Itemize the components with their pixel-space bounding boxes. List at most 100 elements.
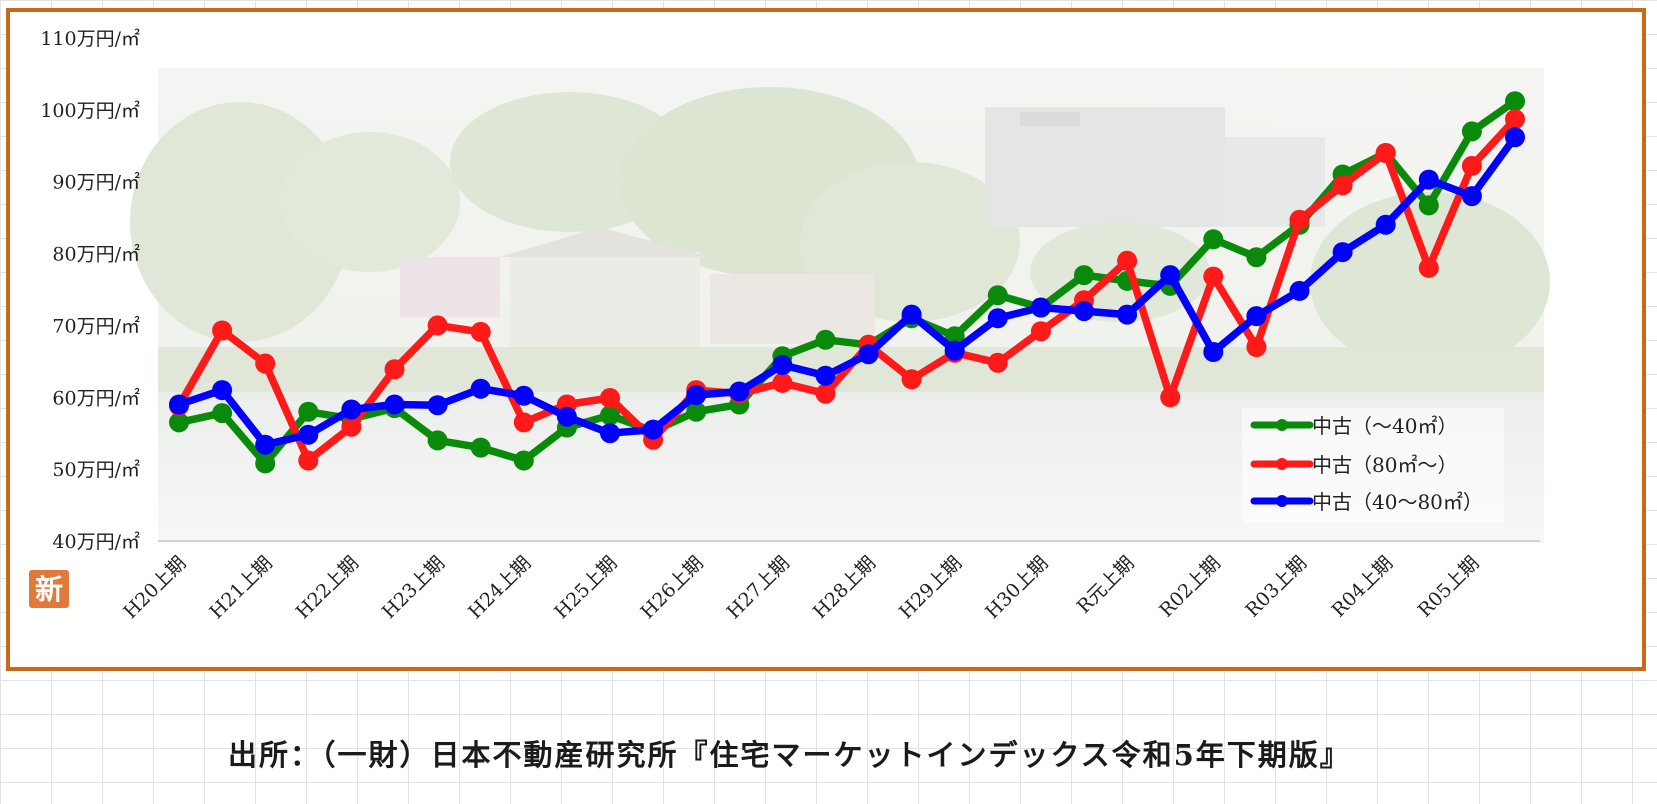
data-point bbox=[1160, 387, 1181, 408]
x-tick-label: H27上期 bbox=[723, 552, 794, 623]
data-point bbox=[470, 437, 491, 458]
y-tick-label: 50万円/㎡ bbox=[52, 458, 140, 481]
new-badge: 新 bbox=[29, 570, 69, 608]
data-point bbox=[298, 450, 319, 471]
chart-frame: 40万円/㎡ 50万円/㎡ 60万円/㎡ 70万円/㎡ 80万円/㎡ 90万円/㎡ 100万… bbox=[6, 8, 1646, 671]
x-tick-label: H24上期 bbox=[464, 552, 535, 623]
data-point bbox=[686, 385, 707, 406]
legend-item-red: 中古（80㎡～） bbox=[1250, 453, 1457, 477]
x-tick-label: H20上期 bbox=[119, 552, 190, 623]
data-point bbox=[169, 394, 189, 415]
data-point bbox=[1332, 242, 1353, 263]
data-point bbox=[427, 430, 448, 451]
legend-item-blue: 中古（40～80㎡） bbox=[1250, 490, 1483, 514]
y-tick-label: 100万円/㎡ bbox=[40, 99, 140, 122]
data-point bbox=[987, 308, 1008, 329]
y-tick-label: 40万円/㎡ bbox=[52, 530, 140, 553]
series-layer bbox=[169, 91, 1525, 474]
data-point bbox=[1246, 247, 1267, 268]
data-point bbox=[212, 380, 233, 401]
y-tick-label: 80万円/㎡ bbox=[52, 243, 140, 266]
x-tick-label: R05上期 bbox=[1414, 552, 1484, 622]
x-tick-label: R元上期 bbox=[1073, 552, 1139, 618]
data-point bbox=[772, 355, 793, 375]
data-point bbox=[513, 385, 534, 406]
data-point bbox=[1289, 209, 1310, 230]
data-point bbox=[1117, 304, 1138, 325]
data-point bbox=[600, 388, 620, 408]
data-point bbox=[901, 304, 922, 325]
data-point bbox=[858, 344, 879, 365]
y-tick-label: 110万円/㎡ bbox=[40, 27, 140, 50]
data-point bbox=[255, 453, 276, 474]
data-point bbox=[513, 450, 534, 471]
data-point bbox=[987, 352, 1008, 373]
x-tick-label: H21上期 bbox=[205, 552, 276, 623]
x-tick-label: R04上期 bbox=[1328, 552, 1398, 622]
x-tick-label: H30上期 bbox=[981, 552, 1052, 623]
data-point bbox=[212, 320, 233, 341]
y-axis: 40万円/㎡ 50万円/㎡ 60万円/㎡ 70万円/㎡ 80万円/㎡ 90万円/㎡ 100万… bbox=[40, 27, 140, 553]
series-line bbox=[175, 115, 1519, 465]
data-point bbox=[384, 359, 405, 380]
legend-label: 中古（80㎡～） bbox=[1312, 453, 1457, 477]
x-tick-label: R02上期 bbox=[1155, 552, 1225, 622]
data-point bbox=[1375, 143, 1396, 163]
data-point bbox=[1203, 342, 1224, 362]
data-point bbox=[255, 353, 276, 374]
data-point bbox=[341, 399, 362, 420]
data-point bbox=[987, 285, 1008, 306]
data-point bbox=[729, 381, 750, 402]
data-point bbox=[686, 401, 707, 422]
data-point bbox=[815, 383, 836, 404]
data-point bbox=[212, 403, 233, 424]
data-point bbox=[1117, 250, 1138, 271]
x-tick-label: H22上期 bbox=[292, 552, 363, 623]
legend-label: 中古（～40㎡） bbox=[1312, 414, 1457, 438]
data-point bbox=[1461, 155, 1482, 176]
data-point bbox=[1418, 195, 1439, 216]
y-tick-label: 70万円/㎡ bbox=[52, 314, 140, 337]
y-tick-label: 90万円/㎡ bbox=[52, 171, 140, 194]
data-point bbox=[600, 405, 620, 426]
data-point bbox=[1461, 186, 1482, 207]
data-point bbox=[815, 329, 836, 350]
data-point bbox=[427, 395, 448, 416]
data-point bbox=[1074, 301, 1094, 322]
data-point bbox=[1030, 321, 1051, 342]
x-tick-label: H25上期 bbox=[550, 552, 621, 623]
y-tick-label: 60万円/㎡ bbox=[52, 386, 140, 409]
data-point bbox=[470, 378, 491, 399]
data-point bbox=[341, 416, 362, 437]
data-point bbox=[944, 340, 965, 361]
data-point bbox=[1289, 280, 1310, 301]
data-point bbox=[901, 369, 922, 390]
x-tick-label: H28上期 bbox=[809, 552, 880, 623]
data-point bbox=[643, 419, 664, 440]
data-point bbox=[1375, 214, 1396, 235]
x-tick-label: R03上期 bbox=[1241, 552, 1311, 622]
data-point bbox=[1203, 229, 1224, 250]
series-2 bbox=[169, 127, 1525, 455]
source-note: 出所：（一財）日本不動産研究所『住宅マーケットインデックス令和5年下期版』 bbox=[228, 738, 1351, 772]
data-point bbox=[1505, 109, 1525, 130]
data-point bbox=[1505, 91, 1525, 112]
x-tick-label: H29上期 bbox=[895, 552, 966, 623]
data-point bbox=[1246, 337, 1267, 357]
data-point bbox=[298, 401, 319, 422]
data-point bbox=[815, 365, 836, 386]
data-point bbox=[1418, 257, 1439, 278]
data-point bbox=[384, 394, 405, 415]
data-point bbox=[255, 434, 276, 455]
data-point bbox=[298, 424, 319, 445]
x-tick-label: H26上期 bbox=[636, 552, 707, 623]
data-point bbox=[1203, 266, 1224, 287]
data-point bbox=[1505, 127, 1525, 148]
data-point bbox=[772, 372, 793, 393]
data-point bbox=[1160, 265, 1181, 286]
data-point bbox=[1246, 306, 1267, 327]
data-point bbox=[470, 321, 491, 342]
new-badge-text: 新 bbox=[35, 573, 63, 606]
data-point bbox=[944, 326, 965, 347]
data-point bbox=[600, 423, 620, 444]
